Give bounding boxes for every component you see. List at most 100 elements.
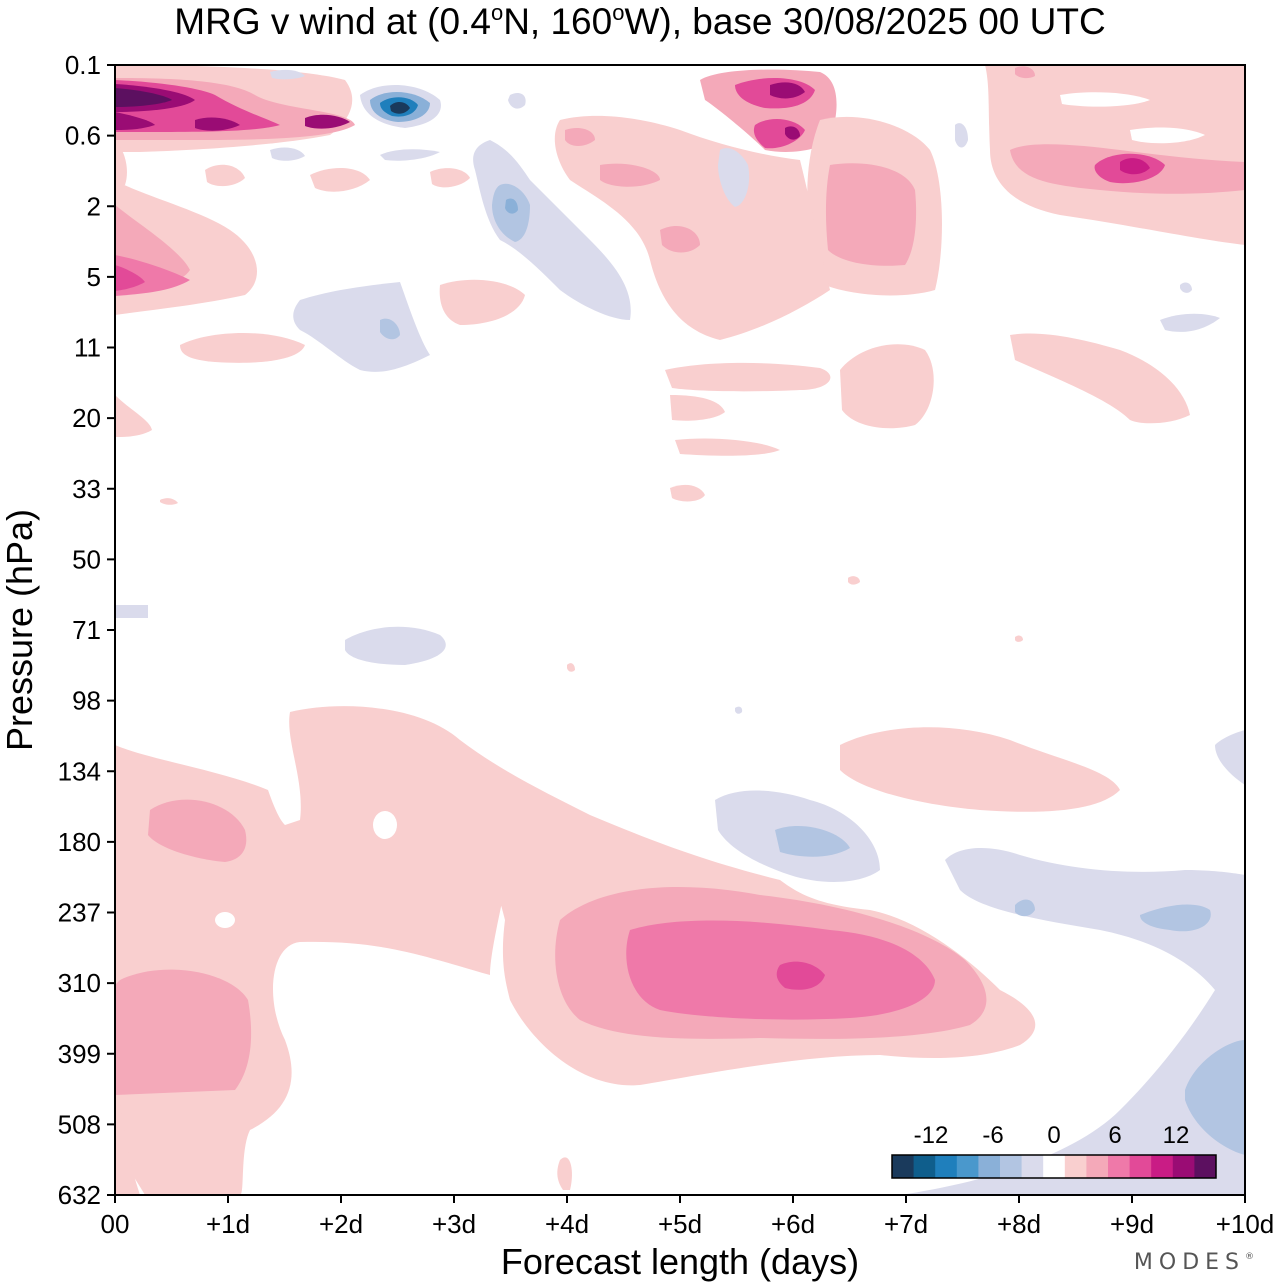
x-tick-label: +1d <box>206 1209 250 1239</box>
contour-positive-71-spot <box>1015 635 1023 642</box>
contour-gap-237 <box>215 912 235 928</box>
y-tick-label: 5 <box>87 262 101 292</box>
contour-positive-300-core <box>776 961 825 990</box>
colorbar-label: 6 <box>1108 1122 1121 1149</box>
x-tick-label: +4d <box>545 1209 589 1239</box>
contour-positive-2-right-inner <box>825 163 917 266</box>
contour-positive-low-inner <box>115 969 252 1095</box>
contour-positive-1-left-spot <box>205 164 245 187</box>
y-tick-label: 33 <box>72 474 101 504</box>
contour-positive-33-small <box>670 484 705 502</box>
colorbar-frame <box>891 1154 1217 1179</box>
contour-positive-98-spot <box>567 663 575 672</box>
contour-positive-2-spot <box>310 168 370 192</box>
contour-positive-180 <box>148 799 247 862</box>
title-degree-1: o <box>490 0 504 25</box>
y-axis-label: Pressure (hPa) <box>0 509 40 751</box>
contour-positive-50-spot <box>848 576 860 585</box>
colorbar-swatch <box>1086 1155 1109 1178</box>
contour-gap-top-far2 <box>1130 127 1205 144</box>
x-tick-label: +8d <box>997 1209 1041 1239</box>
contour-positive-1-spot <box>565 128 595 146</box>
x-tick-label: +6d <box>771 1209 815 1239</box>
x-axis: 00 +1d +2d +3d +4d +5d +6d +7d +8d +9d +10d <box>101 1195 1274 1239</box>
contour-gap-top-far <box>1060 92 1150 107</box>
contour-negative-98-spot <box>735 706 743 714</box>
y-tick-label: 0.1 <box>65 50 101 80</box>
y-tick-label: 632 <box>58 1180 101 1210</box>
contour-positive-top-right-max <box>770 82 805 99</box>
contour-positive-2-spot2 <box>430 168 470 188</box>
contour-positive-top-mid2 <box>305 114 350 129</box>
contour-negative-1-spot2 <box>380 149 440 161</box>
contour-negative-low-right <box>900 848 1245 1195</box>
contour-negative-top-small <box>270 69 305 80</box>
colorbar-label: -12 <box>914 1122 949 1149</box>
colorbar-swatch <box>1000 1155 1023 1178</box>
contour-negative-237 <box>1140 904 1211 932</box>
y-tick-label: 508 <box>58 1109 101 1139</box>
contour-positive-11-right <box>840 344 934 429</box>
colorbar-swatch <box>1172 1155 1195 1178</box>
modes-brand: MODES® <box>1134 1250 1254 1275</box>
colorbar-swatch <box>1151 1155 1174 1178</box>
y-tick-label: 20 <box>72 403 101 433</box>
colorbar-swatch <box>956 1155 979 1178</box>
title-degree-2: o <box>612 0 625 25</box>
contour-gap-180 <box>373 811 397 839</box>
contour-positive-1-far-right-max <box>1120 158 1150 175</box>
contour-negative-1-mid <box>718 148 750 207</box>
contour-negative-0.6-spot <box>508 93 526 109</box>
colorbar-label: 0 <box>1047 1122 1060 1149</box>
colorbar-swatch <box>1043 1155 1066 1178</box>
y-tick-label: 0.6 <box>65 121 101 151</box>
brand-mark: ® <box>1245 1252 1254 1262</box>
contour-negative-1-spot <box>270 147 305 161</box>
colorbar-swatch <box>1064 1155 1087 1178</box>
colorbar-swatch <box>1108 1155 1131 1178</box>
contour-positive-632 <box>557 1157 572 1190</box>
colorbar-swatch <box>1021 1155 1044 1178</box>
x-tick-label: +3d <box>432 1209 476 1239</box>
contour-positive-11-mid <box>665 362 831 392</box>
colorbar-swatch <box>978 1155 1001 1178</box>
title-suffix: W), base 30/08/2025 00 UTC <box>624 1 1106 42</box>
contour-positive-5-mid <box>439 279 525 325</box>
contour-negative-low-right-inner <box>1185 1040 1245 1155</box>
colorbar-label: -6 <box>982 1122 1003 1149</box>
contour-negative-71-edge <box>115 605 148 618</box>
brand-name: MODES <box>1133 1250 1245 1275</box>
x-axis-label: Forecast length (days) <box>501 1241 859 1282</box>
colorbar-swatch <box>1194 1155 1217 1178</box>
contour-negative-5-inner <box>380 318 400 340</box>
contour-positive-11-left <box>180 332 305 363</box>
contour-positive-33-left-spot <box>160 498 178 505</box>
contour-positive-20-mid <box>670 395 725 421</box>
contour-negative-2-core <box>505 198 518 214</box>
chart-title: MRG v wind at (0.4oN, 160oW), base 30/08… <box>0 0 1280 46</box>
y-tick-label: 50 <box>72 544 101 574</box>
y-tick-label: 98 <box>72 686 101 716</box>
x-tick-label: +2d <box>319 1209 363 1239</box>
y-tick-label: 11 <box>74 333 101 363</box>
y-tick-label: 134 <box>58 756 101 786</box>
y-tick-label: 310 <box>58 968 101 998</box>
contour-positive-134 <box>840 727 1120 812</box>
y-axis: 0.1 0.6 2 5 11 20 33 50 71 98 134 180 237 310 399 508 63… <box>58 50 115 1210</box>
contour-negative-2 <box>473 140 631 320</box>
y-tick-label: 237 <box>58 898 101 928</box>
contour-negative-5 <box>293 282 430 372</box>
colorbar-swatch <box>1129 1155 1152 1178</box>
contour-negative-237-small <box>1015 899 1035 917</box>
contour-negative-180-ring2 <box>775 826 850 857</box>
x-tick-label: +7d <box>884 1209 928 1239</box>
contour-negative-134 <box>1215 730 1245 785</box>
contour-positive-5-max <box>115 265 145 291</box>
contour-positive-top-left-max <box>115 88 172 107</box>
x-tick-label: +5d <box>658 1209 702 1239</box>
contour-positive-top-far-spot <box>1015 66 1035 79</box>
y-tick-label: 399 <box>58 1039 101 1069</box>
contour-positive-33-mid <box>675 438 780 456</box>
contour-negative-5-small <box>1180 282 1192 293</box>
